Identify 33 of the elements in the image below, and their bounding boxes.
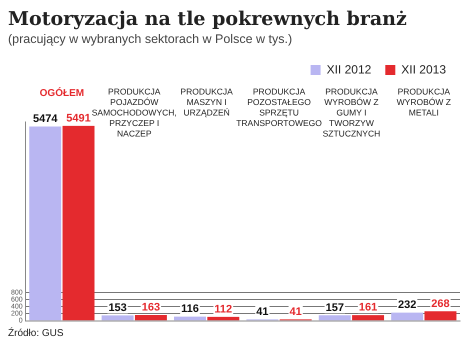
data-label: 41 <box>290 306 302 318</box>
data-label: 112 <box>214 303 232 316</box>
bar <box>424 311 456 320</box>
chart-subtitle: (pracujący w wybranych sektorach w Polsce w tys.) <box>8 32 294 46</box>
data-label: 153 <box>108 302 127 314</box>
data-label: 157 <box>326 302 344 314</box>
chart-title: Motoryzacja na tle pokrewnych branż <box>8 8 408 30</box>
bar <box>391 312 424 320</box>
bar <box>207 316 240 320</box>
bar <box>102 315 134 320</box>
data-label: 5491 <box>66 112 91 124</box>
x-tick-label: PRODUKCJA POJAZDÓW SAMOCHODOWYCH, PRZYCZEP I NACZEP <box>92 86 177 139</box>
legend-label: XII 2012 <box>326 62 372 76</box>
x-tick-label: PRODUKCJA POZOSTAŁEGO SPRZĘTU TRANSPORTOWEGO <box>236 86 322 128</box>
legend-label: XII 2013 <box>401 62 446 76</box>
x-tick-label: PRODUKCJA WYROBÓW Z METALI <box>396 86 451 118</box>
x-tick-label: PRODUKCJA WYROBÓW Z GUMY I TWORZYW SZTUCZNYCH <box>322 86 380 139</box>
x-tick-label: PRODUKCJA MASZYN I URZĄDZEŃ <box>180 86 234 118</box>
bar <box>29 126 62 320</box>
bar <box>352 315 384 320</box>
data-label: 41 <box>256 306 269 318</box>
data-label: 232 <box>398 299 416 312</box>
data-label: 163 <box>142 302 160 314</box>
bar <box>62 126 95 320</box>
bar <box>318 315 351 320</box>
text: Źródło: GUS <box>8 328 65 339</box>
data-label: 116 <box>181 303 199 316</box>
bar <box>134 315 167 320</box>
data-label: 5474 <box>32 113 58 126</box>
data-label: 268 <box>431 298 450 310</box>
data-label: 161 <box>358 302 378 314</box>
x-tick-label: OGÓŁEM <box>40 86 84 99</box>
bar <box>174 316 206 320</box>
